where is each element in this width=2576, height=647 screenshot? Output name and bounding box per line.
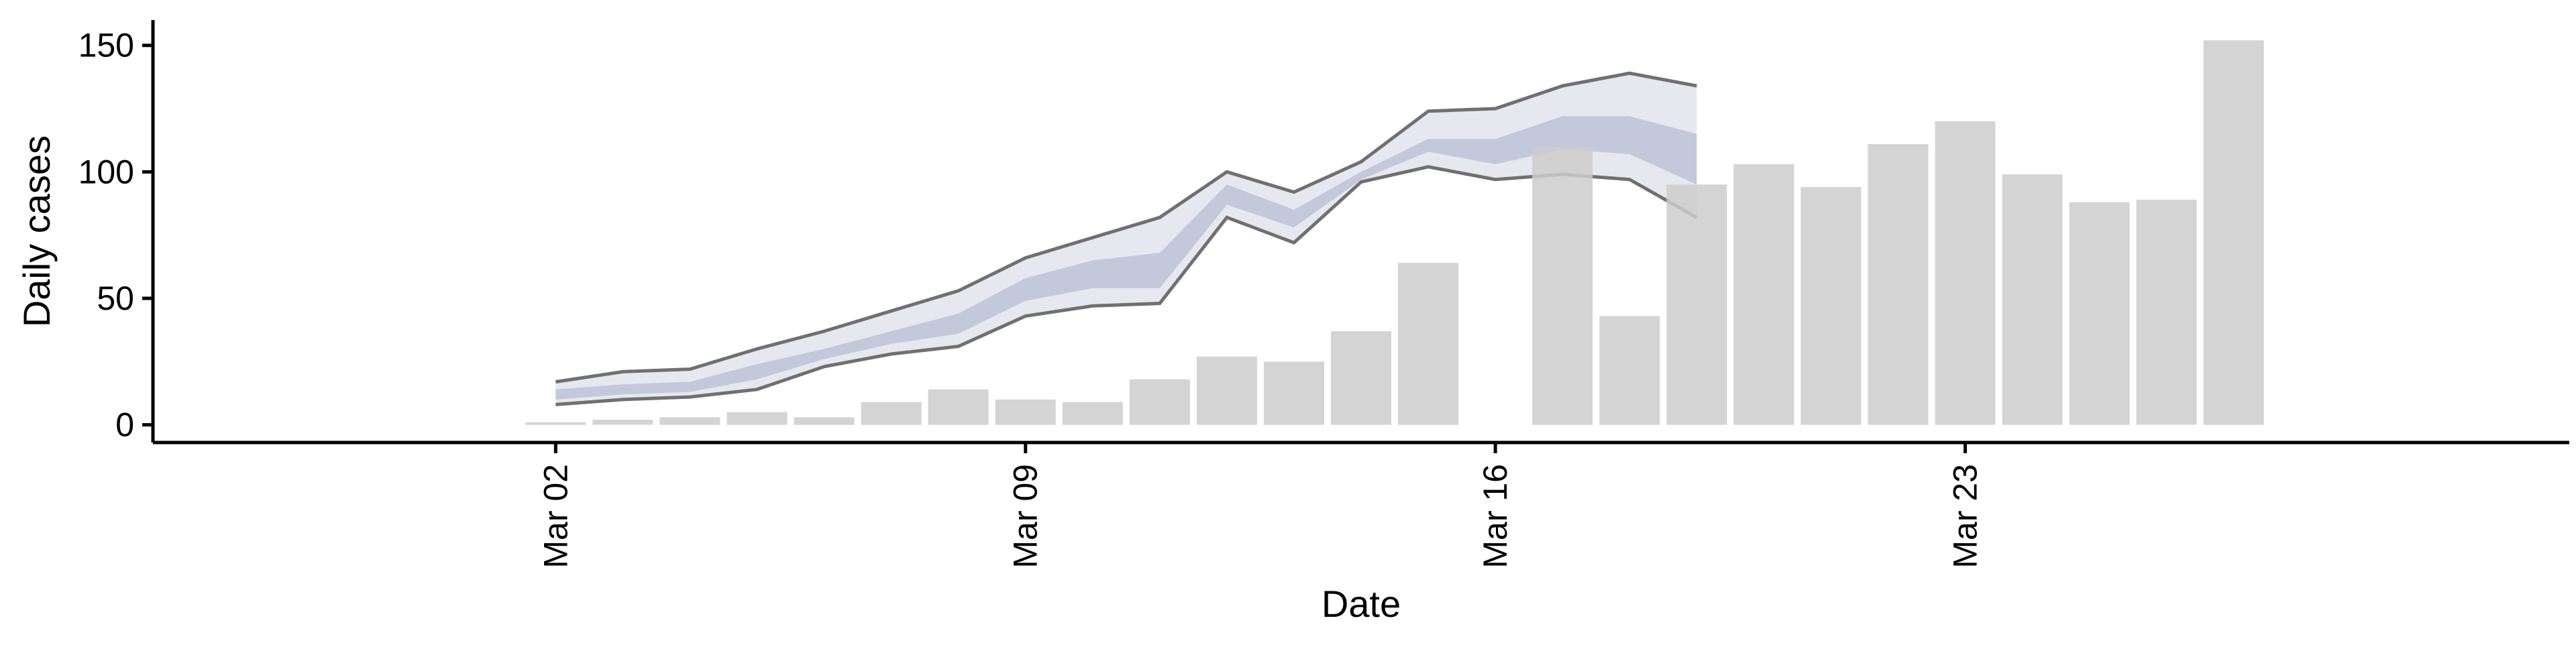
x-ticks: Mar 02 Mar 09 Mar 16 Mar 23 [537,443,1984,569]
bar-2020-03-03 [592,420,653,425]
bar-2020-03-04 [659,417,720,425]
lower-bound-line [555,165,1698,406]
bar-2020-03-19 [1666,184,1727,425]
bar-2020-03-22 [1868,143,1929,425]
bar-2020-03-23 [1935,121,1996,425]
bar-2020-03-02 [525,422,586,425]
bar-2020-03-17 [1532,146,1593,425]
bar-2020-03-08 [928,389,989,425]
bar-2020-03-26 [2136,199,2197,425]
x-tick-label: Mar 02 [537,464,574,569]
y-tick-label: 100 [78,153,134,190]
bar-2020-03-12 [1196,356,1257,425]
bar-2020-03-10 [1062,402,1123,425]
bar-2020-03-11 [1129,379,1190,425]
outer-interval-band [555,73,1697,405]
upper-bound-line [555,71,1697,384]
bar-2020-03-25 [2069,202,2130,425]
bar-2020-03-05 [727,412,788,425]
x-tick-label: Mar 09 [1007,464,1044,569]
bar-2020-03-27 [2203,40,2264,425]
x-tick-label: Mar 16 [1477,464,1514,569]
bar-2020-03-14 [1331,331,1391,425]
bar-2020-03-09 [995,399,1056,425]
x-axis-title: Date [1322,583,1401,625]
bars-layer [525,40,2264,425]
bar-2020-03-07 [861,402,922,425]
bar-2020-03-13 [1263,361,1324,425]
y-tick-label: 0 [115,406,134,444]
bar-2020-03-18 [1599,316,1660,425]
y-tick-label: 150 [78,27,134,64]
bar-2020-03-21 [1801,187,1862,425]
bar-2020-03-15 [1398,263,1458,425]
y-axis-title: Daily cases [15,135,58,327]
bar-2020-03-06 [794,417,855,425]
y-tick-label: 50 [97,280,134,317]
x-tick-label: Mar 23 [1947,464,1984,569]
bar-2020-03-20 [1733,164,1794,425]
bar-2020-03-24 [2002,174,2063,425]
inner-interval-band [555,116,1697,400]
y-ticks: 0 50 100 150 [78,27,153,444]
forecast-band-layer [555,71,1698,406]
